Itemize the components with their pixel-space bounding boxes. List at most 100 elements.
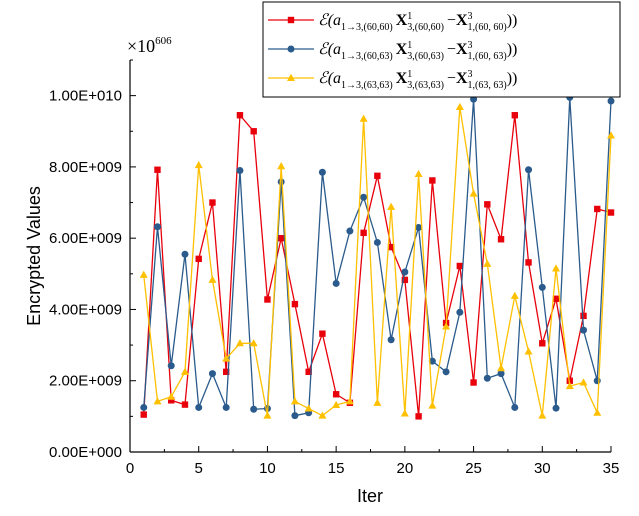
series-2-point [607,97,615,105]
legend-label-suffix: )) [507,12,518,29]
x-tick-label: 0 [126,460,134,477]
legend-label-X1-sub: 3,(63,63) [407,80,444,91]
legend-label-a: a [333,70,341,87]
series-1-point [497,236,505,243]
series-3-point [442,322,451,330]
series-2-point [442,368,450,376]
series-3-point [387,202,396,210]
x-tick-label: 20 [397,460,414,477]
series-1-point [209,199,216,206]
series-2-point [483,374,491,382]
legend-label-X3: X [456,70,468,87]
legend-label-X1: X [396,41,408,58]
series-2-point [415,223,423,231]
legend-label-X3-sub: 1,(60, 63) [468,51,507,62]
series-2-point [181,250,189,258]
series-3-point [263,411,272,419]
legend-label-X3-sub: 1,(60, 60) [468,22,507,33]
legend-label-a-sub: 1→3,(63,63) [341,80,393,91]
legend-label-X3: X [456,41,468,58]
legend-label-minus: − [447,12,456,29]
series-layer [139,93,615,420]
series-2-point [222,403,230,411]
series-1-point [525,259,532,266]
legend-entry-3: ℰ(a1→3,(63,63) X1 3,(63,63) −X3 1,(63, 63))) [268,69,517,91]
series-2-point [208,370,216,378]
series-3-point [290,397,299,405]
series-3-point [607,131,615,139]
series-3-point [593,408,602,416]
legend-entry-2: ℰ(a1→3,(60,63) X1 3,(60,63) −X3 1,(60, 63))) [268,40,517,62]
series-2-point [167,362,175,370]
series-3-point [167,392,176,400]
ticks-layer: 0 5 10 15 20 25 30 35 0.00E+000 2.00E+009 4.00E+00… [49,59,619,477]
series-2-point [552,404,560,412]
series-3-point [139,270,148,278]
series-1-point [360,229,367,237]
y-tick-label: 1.00E+010 [49,88,122,105]
legend-label-X1-sub: 3,(60,60) [407,22,444,33]
legend-swatch-marker [287,16,295,24]
x-tick-label: 30 [534,460,551,477]
series-3-point [524,347,533,355]
series-2-point [153,223,161,231]
legend-label-prefix: ℰ( [318,70,335,87]
series-3-point [277,161,286,170]
legend-label-suffix: )) [507,70,518,87]
series-1-point [580,312,587,320]
series-2-point [580,326,588,334]
legend-label-prefix: ℰ( [318,12,335,29]
series-1-point [374,172,381,180]
series-2-point [332,279,340,287]
y-tick-label: 8.00E+009 [49,159,122,176]
series-1-point [223,368,230,376]
y-axis-title: Encrypted Values [24,186,44,326]
series-3-point [428,401,437,409]
series-2-point [456,308,464,316]
series-1-point [305,368,312,376]
series-3-point [222,354,231,362]
series-2-point [525,166,533,174]
series-2-point [346,227,354,235]
y-tick-label: 2.00E+009 [49,373,122,390]
y-tick-label: 6.00E+009 [49,230,122,247]
series-2-point [401,268,409,276]
legend-label-X3-sup: 3 [468,11,473,22]
legend-label-X1-sup: 1 [407,11,412,22]
legend-label-X3-sub: 1,(63, 63) [468,80,507,91]
series-1-point [236,112,244,119]
series-1-point [154,166,161,173]
legend-box [262,1,621,98]
legend-label-suffix: )) [507,41,518,58]
series-3-point [249,339,258,347]
series-3-point [208,275,217,283]
legend-label: ℰ(a1→3,(60,60) X1 3,(60,60) −X3 1,(60, 60))) [318,11,517,33]
series-1-point [277,234,285,242]
series-2-point [387,336,395,344]
series-1-point [429,177,436,184]
series-1-point [470,379,477,386]
series-3-point [579,378,588,386]
legend-label-a-sub: 1→3,(60,60) [341,22,393,33]
series-1-point [332,391,340,398]
series-1-point [250,128,257,135]
series-2-point [250,405,258,413]
legend-label-minus: − [447,70,456,87]
legend-label-X1: X [396,12,408,29]
legend-entry-1: ℰ(a1→3,(60,60) X1 3,(60,60) −X3 1,(60, 60))) [268,11,517,33]
series-2-point [195,403,203,411]
series-3 [139,102,615,419]
y-multiplier-exponent: 606 [155,35,172,47]
series-2-point [360,193,368,201]
y-multiplier: ×10606 [127,35,172,56]
legend: ℰ(a1→3,(60,60) X1 3,(60,60) −X3 1,(60, 60)))… [262,1,621,98]
x-tick-label: 25 [465,460,482,477]
x-tick-label: 5 [195,460,203,477]
series-2-point [511,403,519,411]
series-2-point [593,377,601,385]
legend-label-a: a [333,12,341,29]
series-3-point [332,400,341,408]
series-3-point [497,364,506,372]
series-1-point [264,296,271,303]
